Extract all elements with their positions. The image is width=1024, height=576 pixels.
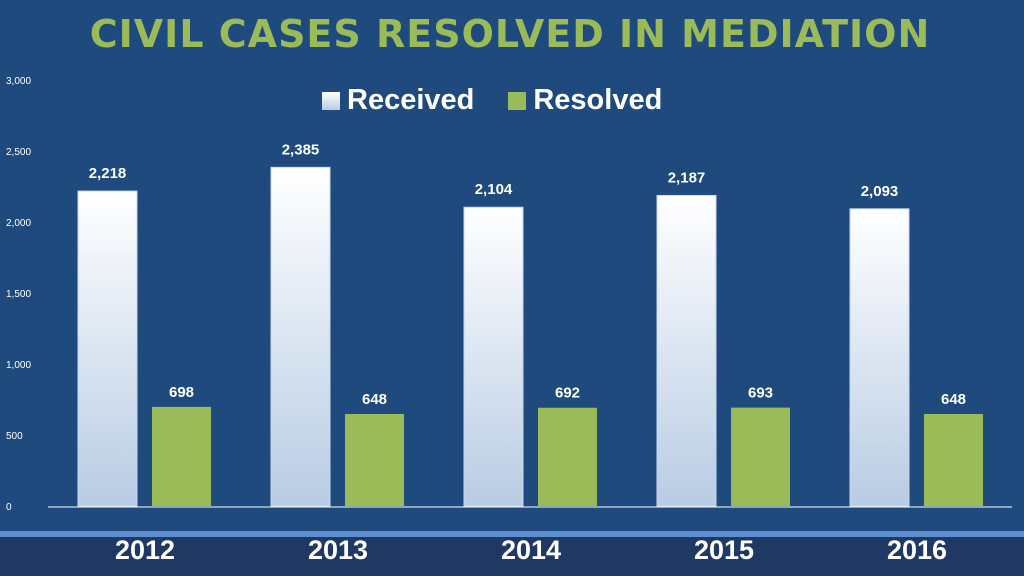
y-tick-label: 2,500: [6, 147, 31, 158]
data-label-received: 2,104: [475, 181, 513, 198]
data-label-received: 2,187: [668, 169, 706, 186]
y-tick-label: 3,000: [6, 76, 31, 87]
bar-resolved: [924, 413, 983, 506]
data-label-resolved: 698: [169, 384, 194, 401]
y-axis: 0 500 1,000 1,500 2,000 2,500 3,000: [6, 76, 1012, 513]
bar-received: [77, 190, 138, 507]
data-label-resolved: 692: [555, 385, 580, 402]
y-tick-label: 0: [6, 502, 12, 513]
x-category-label: 2013: [308, 535, 368, 565]
bars: 2,218 698 2,385 648 2,104 692 2,187 693 2,093 648: [77, 141, 983, 507]
legend-swatch-resolved: [508, 91, 527, 110]
bar-resolved: [152, 406, 211, 506]
bar-received: [463, 206, 524, 507]
bottom-band: [0, 537, 1024, 576]
y-tick-label: 500: [6, 431, 23, 442]
x-axis: 2012 2013 2014 2015 2016: [115, 535, 947, 565]
data-label-resolved: 648: [362, 391, 387, 408]
bar-resolved: [538, 407, 597, 506]
data-label-received: 2,385: [282, 141, 320, 158]
data-label-received: 2,093: [861, 183, 899, 200]
bar-resolved: [345, 413, 404, 506]
data-label-received: 2,218: [89, 165, 127, 182]
legend-item-received: Received: [322, 84, 474, 117]
x-category-label: 2016: [887, 535, 947, 565]
bottom-band-accent: [0, 531, 1024, 537]
bar-received: [656, 194, 717, 507]
bar-received: [849, 208, 910, 507]
y-tick-label: 1,500: [6, 289, 31, 300]
y-tick-label: 1,000: [6, 360, 31, 371]
x-category-label: 2015: [694, 535, 754, 565]
legend-label-received: Received: [347, 84, 475, 116]
data-label-resolved: 648: [941, 391, 966, 408]
bar-resolved: [731, 407, 790, 506]
legend-label-resolved: Resolved: [533, 84, 663, 116]
bar-received: [270, 166, 331, 507]
data-label-resolved: 693: [748, 385, 773, 402]
x-category-label: 2014: [501, 535, 561, 565]
legend-swatch-received: [322, 91, 340, 110]
x-category-label: 2012: [115, 535, 175, 565]
chart-legend: Received Resolved: [322, 84, 696, 117]
legend-item-resolved: Resolved: [508, 84, 662, 117]
y-tick-label: 2,000: [6, 218, 31, 229]
chart-title: CIVIL CASES RESOLVED IN MEDIATION: [89, 12, 931, 56]
